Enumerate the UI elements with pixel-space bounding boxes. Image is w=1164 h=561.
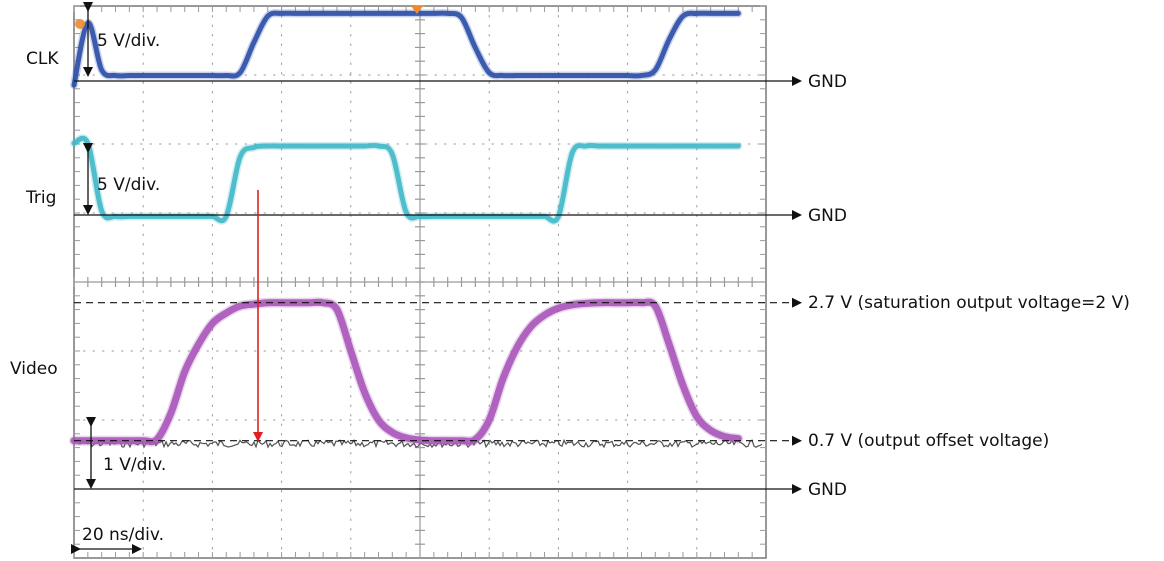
clk-channel-marker bbox=[75, 19, 85, 29]
trig-channel-label: Trig bbox=[25, 188, 56, 208]
trig-gnd-label: GND bbox=[808, 206, 847, 226]
clk-trace bbox=[71, 10, 741, 88]
video-channel-label: Video bbox=[10, 359, 58, 379]
video-gnd-label: GND bbox=[808, 480, 847, 500]
timebase-label: 20 ns/div. bbox=[82, 525, 164, 545]
trig-trace bbox=[71, 135, 741, 224]
scope-annotations bbox=[71, 2, 802, 554]
clk-scale-label: 5 V/div. bbox=[97, 31, 160, 51]
saturation-voltage-label: 2.7 V (saturation output voltage=2 V) bbox=[808, 293, 1130, 313]
trig-scale-label: 5 V/div. bbox=[97, 175, 160, 195]
clk-channel-label: CLK bbox=[26, 49, 59, 69]
trigger-position-marker bbox=[411, 6, 423, 14]
offset-voltage-label: 0.7 V (output offset voltage) bbox=[808, 431, 1049, 451]
video-scale-label: 1 V/div. bbox=[103, 455, 166, 475]
clk-gnd-label: GND bbox=[808, 72, 847, 92]
